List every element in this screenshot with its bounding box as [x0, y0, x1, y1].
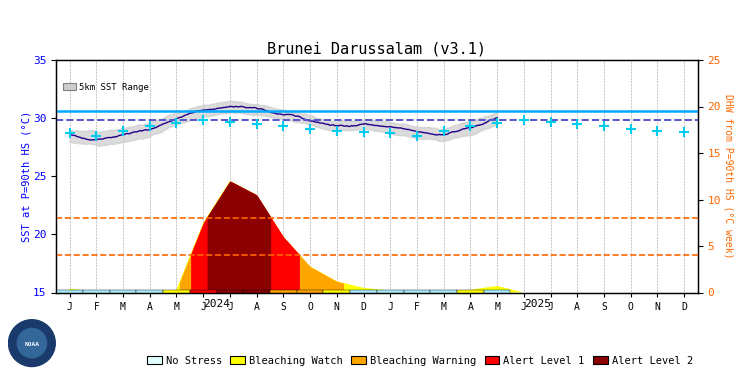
Bar: [243, 290, 270, 292]
Y-axis label: DHW from P=90th HS (°C week): DHW from P=90th HS (°C week): [724, 94, 734, 258]
Y-axis label: SST at P=90th HS (°C): SST at P=90th HS (°C): [22, 111, 32, 242]
Bar: [270, 290, 297, 292]
Bar: [323, 290, 350, 292]
Circle shape: [8, 320, 56, 366]
Bar: [164, 290, 190, 292]
Legend: No Stress, Bleaching Watch, Bleaching Warning, Alert Level 1, Alert Level 2: No Stress, Bleaching Watch, Bleaching Wa…: [143, 351, 697, 370]
Bar: [83, 290, 110, 292]
Bar: [190, 290, 217, 292]
Bar: [110, 290, 136, 292]
Text: 2025: 2025: [524, 300, 550, 309]
Text: 2024: 2024: [203, 300, 230, 309]
Bar: [457, 290, 484, 292]
Legend: 5km SST Range: 5km SST Range: [61, 81, 151, 93]
Bar: [56, 290, 83, 292]
Bar: [404, 290, 430, 292]
Bar: [430, 290, 457, 292]
Bar: [297, 290, 323, 292]
Bar: [217, 290, 243, 292]
Title: Brunei Darussalam (v3.1): Brunei Darussalam (v3.1): [267, 41, 486, 56]
Bar: [350, 290, 376, 292]
Bar: [136, 290, 164, 292]
Text: NOAA: NOAA: [24, 342, 39, 346]
Bar: [376, 290, 404, 292]
Circle shape: [17, 328, 46, 358]
Bar: [484, 290, 511, 292]
